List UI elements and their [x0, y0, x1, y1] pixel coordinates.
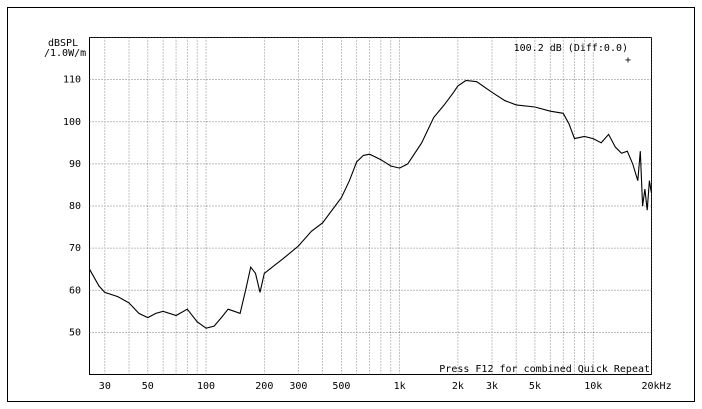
x-tick-label: 500 [332, 381, 350, 392]
y-tick-label: 70 [69, 243, 81, 254]
y-tick-label: 80 [69, 201, 81, 212]
x-tick-label: 200 [255, 381, 273, 392]
annotation: 100.2 dB (Diff:0.0) [514, 43, 628, 54]
annotation: Press F12 for combined Quick Repeat [439, 364, 650, 375]
y-tick-label: 100 [63, 117, 81, 128]
y-tick-label: 50 [69, 327, 81, 338]
y-axis-label: dBSPL [48, 38, 78, 49]
frame [7, 7, 695, 402]
x-tick-label: 20kHz [642, 381, 672, 392]
x-tick-label: 30 [99, 381, 111, 392]
x-tick-label: 3k [486, 381, 498, 392]
x-tick-label: 1k [394, 381, 406, 392]
x-tick-label: 5k [529, 381, 541, 392]
x-tick-label: 10k [584, 381, 602, 392]
x-tick-label: 300 [289, 381, 307, 392]
x-tick-label: 2k [452, 381, 464, 392]
cursor: + [625, 55, 631, 66]
y-tick-label: 60 [69, 285, 81, 296]
y-axis-label: /1.0W/m [44, 48, 86, 59]
x-tick-label: 100 [197, 381, 215, 392]
y-tick-label: 90 [69, 159, 81, 170]
response-line [89, 79, 653, 329]
y-tick-label: 110 [63, 75, 81, 86]
x-tick-label: 50 [142, 381, 154, 392]
